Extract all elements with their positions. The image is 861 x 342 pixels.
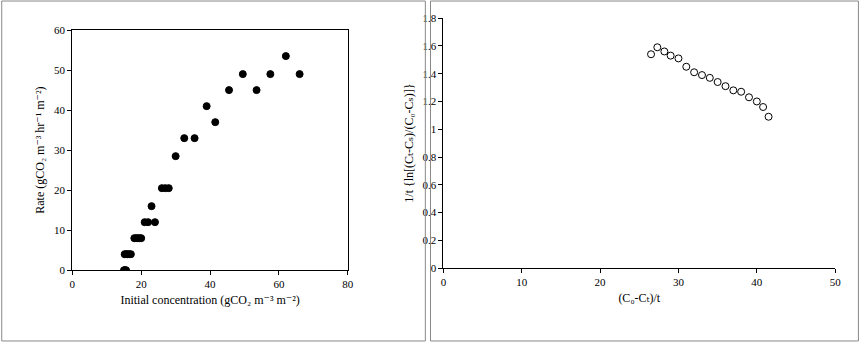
svg-text:0.2: 0.2: [422, 234, 436, 246]
svg-text:0: 0: [441, 276, 447, 288]
svg-text:1.8: 1.8: [422, 12, 436, 24]
svg-text:50: 50: [54, 64, 66, 76]
svg-text:20: 20: [54, 184, 66, 196]
svg-text:10: 10: [54, 224, 66, 236]
svg-text:0: 0: [70, 278, 76, 290]
svg-text:20: 20: [136, 278, 148, 290]
svg-text:50: 50: [830, 276, 842, 288]
svg-text:40: 40: [205, 278, 217, 290]
svg-text:30: 30: [54, 144, 66, 156]
svg-text:0.8: 0.8: [422, 151, 436, 163]
svg-text:1/t {ln[(Cₜ-Cₛ)/(C₀-Cₛ)]}: 1/t {ln[(Cₜ-Cₛ)/(C₀-Cₛ)]}: [402, 84, 416, 203]
svg-text:0.6: 0.6: [422, 179, 436, 191]
svg-text:10: 10: [516, 276, 528, 288]
svg-text:1.4: 1.4: [422, 68, 436, 80]
svg-text:(C₀-Cₜ)/t: (C₀-Cₜ)/t: [618, 291, 660, 305]
svg-text:40: 40: [54, 104, 66, 116]
svg-text:0: 0: [60, 264, 66, 276]
svg-text:0: 0: [431, 262, 437, 274]
svg-text:Rate (gCO₂ m⁻³ hr⁻¹ m⁻²): Rate (gCO₂ m⁻³ hr⁻¹ m⁻²): [33, 86, 47, 213]
svg-text:0.4: 0.4: [422, 206, 436, 218]
svg-text:1: 1: [431, 123, 437, 135]
svg-text:60: 60: [54, 24, 66, 36]
svg-text:20: 20: [595, 276, 607, 288]
svg-text:Initial concentration (gCO₂ m⁻: Initial concentration (gCO₂ m⁻³ m⁻²): [120, 293, 299, 307]
svg-text:1.6: 1.6: [422, 40, 436, 52]
svg-text:80: 80: [342, 278, 354, 290]
svg-text:60: 60: [273, 278, 285, 290]
svg-text:30: 30: [673, 276, 685, 288]
svg-text:40: 40: [751, 276, 763, 288]
svg-text:1.2: 1.2: [422, 95, 436, 107]
